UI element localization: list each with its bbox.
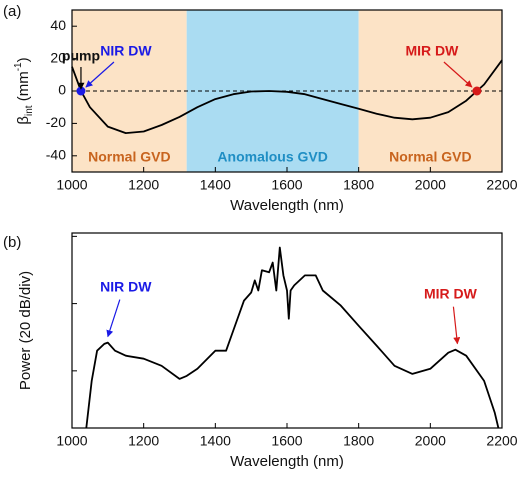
region-label: Normal GVD <box>389 149 471 165</box>
arrow <box>106 299 121 338</box>
dw-point <box>472 86 482 96</box>
dw-label: MIR DW <box>424 285 478 301</box>
plot-frame <box>71 232 503 429</box>
x-tick-label: 1200 <box>128 433 159 449</box>
y-tick-label: -40 <box>46 147 66 163</box>
x-tick-label: 2200 <box>486 433 517 449</box>
y-axis-label-part: β <box>15 116 32 125</box>
x-tick-label: 1800 <box>343 177 374 193</box>
x-tick-label: 1400 <box>200 433 231 449</box>
data-line <box>71 59 503 134</box>
y-tick-label: 20 <box>50 49 66 65</box>
dw-label: MIR DW <box>405 43 459 59</box>
dw-label: NIR DW <box>100 278 152 294</box>
x-axis-label: Wavelength (nm) <box>230 197 344 214</box>
y-axis-label-part: int <box>24 105 35 116</box>
x-tick-label: 1800 <box>343 433 374 449</box>
data-line <box>85 246 500 429</box>
region-label: Normal GVD <box>88 149 170 165</box>
y-axis-label-part: -1 <box>13 62 24 71</box>
x-tick-label: 1600 <box>271 433 302 449</box>
dw-label: NIR DW <box>100 43 152 59</box>
panel-label: (a) <box>3 3 21 20</box>
y-axis-label: βint (mm-1) <box>13 57 35 124</box>
y-axis-label-part: ) <box>15 57 32 62</box>
arrow <box>85 61 115 88</box>
x-tick-label: 2000 <box>415 433 446 449</box>
x-axis-label: Wavelength (nm) <box>230 453 344 470</box>
x-tick-label: 2000 <box>415 177 446 193</box>
pump-label: pump <box>62 48 100 64</box>
x-tick-label: 1000 <box>56 433 87 449</box>
y-tick-label: 40 <box>50 17 66 33</box>
x-tick-label: 2200 <box>486 177 517 193</box>
arrow <box>443 61 473 88</box>
y-axis-label-part: (mm <box>15 71 32 105</box>
y-tick-label: -20 <box>46 114 66 130</box>
panel-label: (b) <box>3 234 21 251</box>
y-axis-label: Power (20 dB/div) <box>17 271 34 390</box>
region-label: Anomalous GVD <box>217 149 327 165</box>
y-tick-label: 0 <box>58 82 66 98</box>
x-tick-label: 1000 <box>56 177 87 193</box>
arrow <box>452 306 461 345</box>
x-tick-label: 1600 <box>271 177 302 193</box>
x-tick-label: 1400 <box>200 177 231 193</box>
x-tick-label: 1200 <box>128 177 159 193</box>
